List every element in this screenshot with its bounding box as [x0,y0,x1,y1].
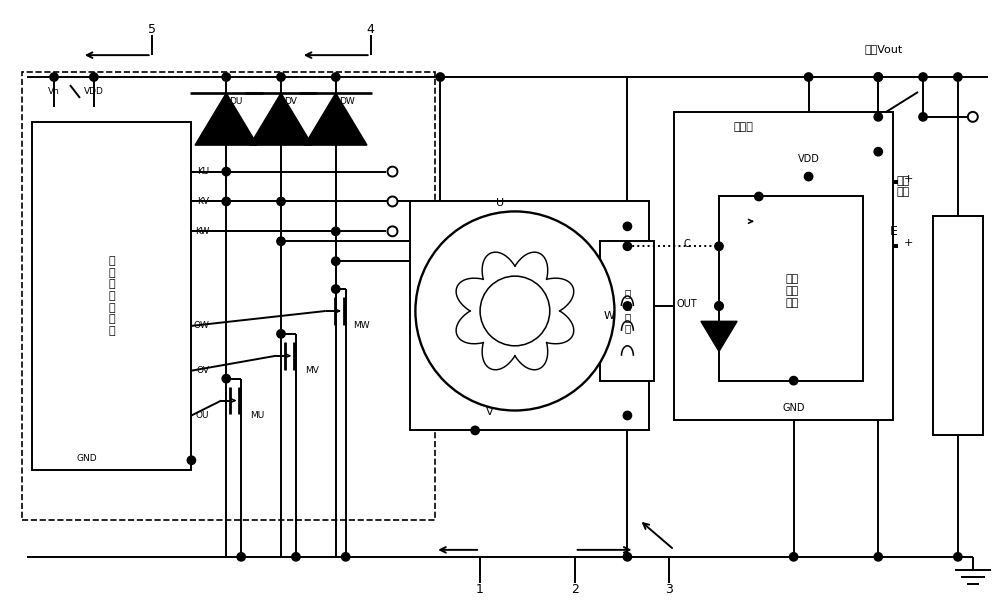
Text: 整
流
器
控
制
电
路: 整 流 器 控 制 电 路 [108,256,115,336]
Circle shape [332,227,340,236]
Text: 调压器: 调压器 [734,122,754,132]
Circle shape [919,113,927,121]
Circle shape [623,222,632,230]
Text: GND: GND [77,454,97,463]
Text: VDD: VDD [798,154,820,164]
Text: 1: 1 [476,583,484,596]
Text: DV: DV [284,98,297,107]
Text: DW: DW [339,98,354,107]
Circle shape [388,227,397,236]
Text: OW: OW [193,321,209,330]
Bar [32,122,191,470]
Circle shape [968,112,978,122]
Bar [22,72,435,520]
Text: MU: MU [250,411,264,420]
Bar [600,241,654,381]
Circle shape [874,73,882,81]
Polygon shape [305,93,367,145]
Bar [719,196,863,381]
Text: OU: OU [196,411,209,420]
Text: 点火
开关: 点火 开关 [897,176,910,198]
Circle shape [277,237,285,245]
Circle shape [919,73,927,81]
Text: U: U [496,198,504,208]
Circle shape [954,553,962,561]
Circle shape [222,375,230,383]
Circle shape [388,167,397,176]
Circle shape [277,198,285,205]
Circle shape [237,553,245,561]
Text: 2: 2 [571,583,579,596]
Circle shape [755,192,763,201]
Polygon shape [701,321,737,351]
Circle shape [388,196,397,207]
Text: KV: KV [197,197,209,206]
Circle shape [222,73,230,81]
Circle shape [436,73,444,81]
Circle shape [874,113,882,121]
Circle shape [222,167,230,176]
Circle shape [804,172,813,181]
Circle shape [623,411,632,420]
Circle shape [789,376,798,385]
Bar [933,216,983,435]
Text: V: V [486,407,494,418]
Text: 励
磁
线
圈: 励 磁 线 圈 [624,288,631,333]
Circle shape [277,73,285,81]
Circle shape [715,302,723,310]
Circle shape [954,73,962,81]
Circle shape [187,456,196,464]
Circle shape [342,553,350,561]
Text: C: C [684,239,691,249]
Circle shape [874,553,882,561]
Text: GND: GND [782,402,805,413]
Text: MV: MV [305,366,319,375]
Text: KW: KW [195,227,209,236]
Circle shape [292,553,300,561]
Circle shape [90,73,98,81]
Circle shape [715,242,723,250]
Text: 输出Vout: 输出Vout [864,44,902,54]
Circle shape [471,426,479,435]
Text: 5: 5 [148,23,156,36]
Text: +: + [903,238,913,248]
Text: E: E [889,225,897,238]
Circle shape [789,553,798,561]
Circle shape [277,330,285,338]
Circle shape [332,257,340,265]
Circle shape [715,302,723,310]
Circle shape [874,73,882,81]
Circle shape [332,285,340,293]
Text: Vh: Vh [48,87,60,96]
Circle shape [480,276,550,346]
Circle shape [804,73,813,81]
Bar [674,112,893,421]
Text: 调压
控制
电路: 调压 控制 电路 [785,275,798,308]
Circle shape [415,211,614,410]
Text: 3: 3 [665,583,673,596]
Polygon shape [195,93,257,145]
Circle shape [623,242,632,250]
Text: DU: DU [229,98,243,107]
Polygon shape [250,93,312,145]
Text: VDD: VDD [84,87,104,96]
Circle shape [50,73,58,81]
Text: OUT: OUT [677,299,697,309]
Circle shape [623,553,632,561]
Circle shape [874,147,882,156]
Circle shape [222,198,230,205]
Bar [410,201,649,430]
Text: W: W [604,311,615,321]
Circle shape [332,73,340,81]
Text: MW: MW [353,321,370,330]
Text: KU: KU [197,167,209,176]
Text: +: + [903,173,913,184]
Circle shape [623,302,632,310]
Text: 4: 4 [367,23,375,36]
Text: OV: OV [196,366,209,375]
